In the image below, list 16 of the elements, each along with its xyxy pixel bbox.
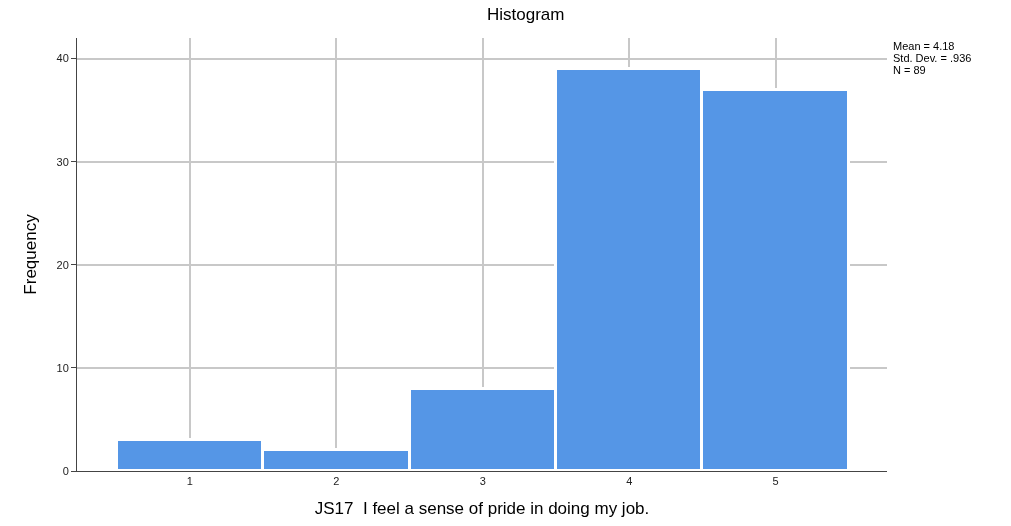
- y-tick-label: 10: [56, 361, 69, 374]
- chart-title: Histogram: [486, 4, 565, 24]
- x-axis-title: JS17 I feel a sense of pride in doing my job.: [314, 498, 650, 518]
- x-tick-label: 3: [479, 475, 486, 488]
- y-tick-label: 30: [56, 155, 69, 168]
- x-tick-label: 4: [626, 475, 633, 488]
- y-tick-label: 20: [56, 258, 69, 271]
- y-axis-title: Frequency: [21, 213, 41, 295]
- y-tick-label: 40: [56, 52, 69, 65]
- x-tick-label: 2: [333, 475, 340, 488]
- y-tick-label: 0: [62, 464, 69, 477]
- x-tick-label: 1: [186, 475, 193, 488]
- x-tick-label: 5: [772, 475, 779, 488]
- text: Std. Dev. = .936: [893, 52, 972, 64]
- text: Mean = 4.18: [893, 40, 955, 52]
- text: N = 89: [893, 64, 926, 76]
